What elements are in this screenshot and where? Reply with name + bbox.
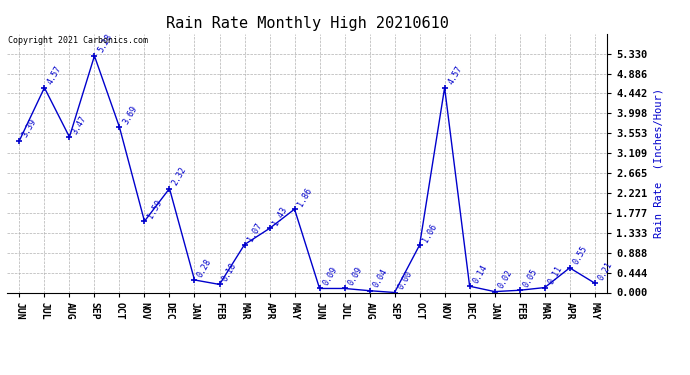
Text: 0.21: 0.21 <box>596 260 614 282</box>
Text: 0.09: 0.09 <box>321 265 339 287</box>
Text: 0.04: 0.04 <box>371 267 388 290</box>
Text: 3.69: 3.69 <box>121 104 139 126</box>
Y-axis label: Rain Rate  (Inches/Hour): Rain Rate (Inches/Hour) <box>653 88 663 238</box>
Text: 1.06: 1.06 <box>421 222 439 244</box>
Text: 0.18: 0.18 <box>221 261 239 283</box>
Text: 0.02: 0.02 <box>496 268 514 290</box>
Text: 0.11: 0.11 <box>546 264 564 286</box>
Text: 5.28: 5.28 <box>96 33 114 54</box>
Text: 0.00: 0.00 <box>396 269 414 291</box>
Text: 0.14: 0.14 <box>471 263 489 285</box>
Text: 4.57: 4.57 <box>446 64 464 86</box>
Text: 0.28: 0.28 <box>196 257 214 279</box>
Text: 3.39: 3.39 <box>21 117 39 139</box>
Text: Copyright 2021 Carbonics.com: Copyright 2021 Carbonics.com <box>8 36 148 45</box>
Text: 3.47: 3.47 <box>71 114 88 136</box>
Text: 1.86: 1.86 <box>296 186 314 208</box>
Title: Rain Rate Monthly High 20210610: Rain Rate Monthly High 20210610 <box>166 16 448 31</box>
Text: 2.32: 2.32 <box>171 165 188 187</box>
Text: 4.57: 4.57 <box>46 64 63 86</box>
Text: 1.07: 1.07 <box>246 221 264 243</box>
Text: 0.05: 0.05 <box>521 267 539 289</box>
Text: 1.43: 1.43 <box>271 205 288 227</box>
Text: 0.09: 0.09 <box>346 265 364 287</box>
Text: 0.55: 0.55 <box>571 244 589 267</box>
Text: 1.59: 1.59 <box>146 198 164 220</box>
